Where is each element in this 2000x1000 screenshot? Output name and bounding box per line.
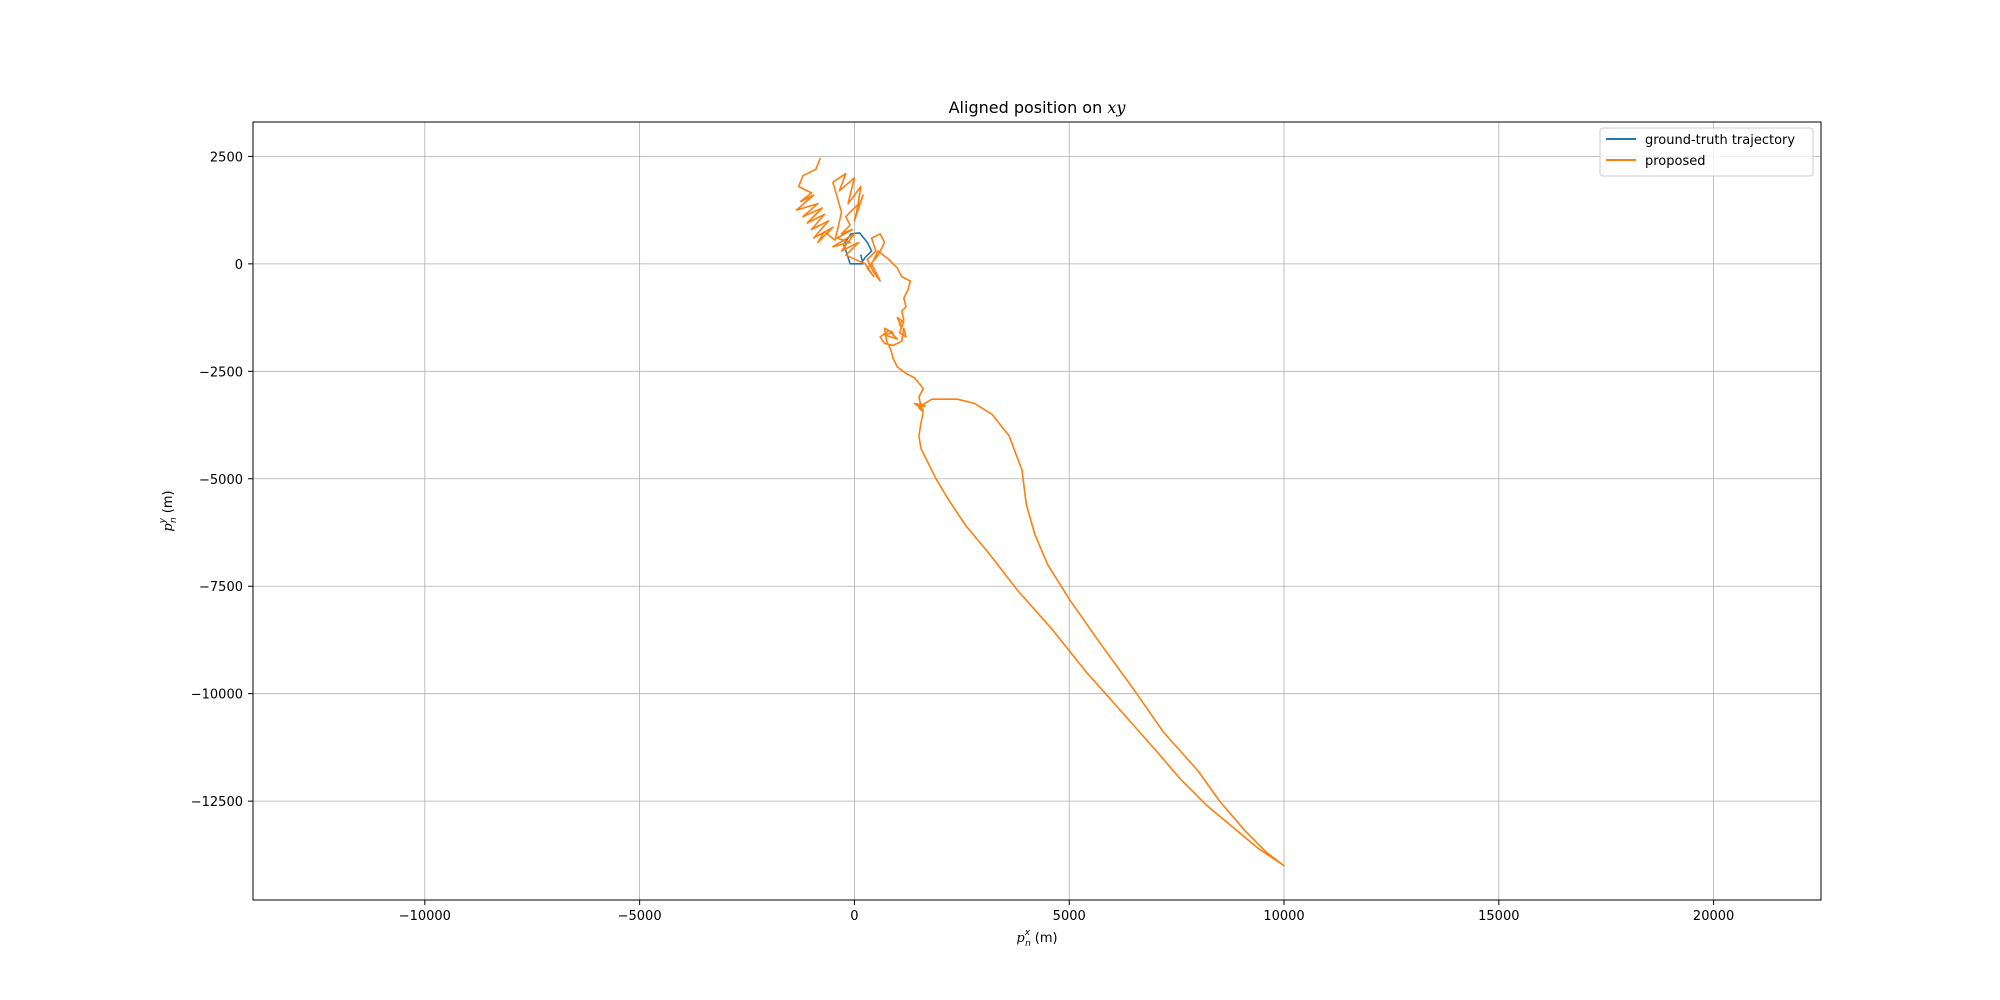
y-tick-label: −7500 [199,580,243,595]
y-tick-label: 0 [235,258,243,273]
chart-title: Aligned position on xy [949,98,1127,117]
legend-label-ground-truth: ground-truth trajectory [1645,133,1795,148]
x-tick-label: 5000 [1053,909,1086,924]
legend-label-proposed: proposed [1645,154,1706,169]
x-axis-label: px n (m) [1016,928,1057,949]
y-tick-label: −5000 [199,473,243,488]
x-tick-label: 10000 [1263,909,1304,924]
series-group [795,157,1285,867]
legend: ground-truth trajectory proposed [1599,127,1814,177]
x-ticks: −10000 −5000 0 5000 10000 15000 20000 [399,900,1734,924]
legend-box [1599,127,1814,177]
x-tick-label: −10000 [399,909,451,924]
series-line-proposed [795,157,1285,867]
x-tick-label: −5000 [618,909,662,924]
y-ticks: 2500 0 −2500 −5000 −7500 −10000 −12500 [191,150,253,810]
y-tick-label: −10000 [191,688,243,703]
y-tick-label: −2500 [199,365,243,380]
x-tick-label: 0 [850,909,858,924]
plot-frame [252,121,1822,901]
y-tick-label: −12500 [191,795,243,810]
svg-text:pyn(m): pyn(m) [158,490,179,531]
y-axis-label: pyn(m) [158,490,179,531]
y-tick-label: 2500 [210,150,243,165]
series-line-ground-truth [842,232,873,265]
x-tick-label: 20000 [1693,909,1734,924]
x-tick-label: 15000 [1478,909,1519,924]
grid [253,122,1821,900]
